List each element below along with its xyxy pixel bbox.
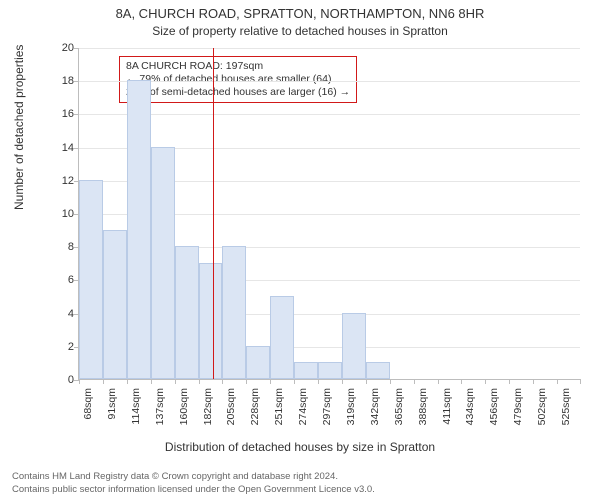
histogram-bar — [222, 246, 246, 379]
y-axis-label: Number of detached properties — [12, 45, 26, 210]
x-tick-mark — [246, 379, 247, 384]
x-tick-label: 137sqm — [154, 388, 166, 438]
x-tick-label: 205sqm — [225, 388, 237, 438]
x-tick-mark — [318, 379, 319, 384]
x-tick-mark — [103, 379, 104, 384]
x-tick-label: 251sqm — [273, 388, 285, 438]
x-tick-mark — [127, 379, 128, 384]
y-tick-mark — [74, 114, 79, 115]
x-tick-label: 91sqm — [106, 388, 118, 438]
callout-line-2: ← 79% of detached houses are smaller (64… — [126, 73, 350, 86]
x-tick-mark — [580, 379, 581, 384]
x-tick-label: 502sqm — [536, 388, 548, 438]
histogram-bar — [318, 362, 342, 379]
x-tick-label: 319sqm — [345, 388, 357, 438]
callout-line-1: 8A CHURCH ROAD: 197sqm — [126, 60, 350, 73]
x-tick-label: 160sqm — [178, 388, 190, 438]
title-sub: Size of property relative to detached ho… — [0, 24, 600, 38]
x-tick-mark — [438, 379, 439, 384]
gridline — [79, 48, 580, 49]
histogram-bar — [246, 346, 270, 379]
x-tick-label: 342sqm — [369, 388, 381, 438]
callout-line-3: 20% of semi-detached houses are larger (… — [126, 86, 350, 99]
x-tick-label: 411sqm — [441, 388, 453, 438]
histogram-bar — [342, 313, 366, 379]
y-tick-mark — [74, 148, 79, 149]
x-axis-label: Distribution of detached houses by size … — [0, 440, 600, 454]
y-tick-label: 20 — [44, 42, 74, 54]
histogram-bar — [151, 147, 175, 379]
x-tick-mark — [533, 379, 534, 384]
x-tick-label: 525sqm — [560, 388, 572, 438]
x-tick-label: 388sqm — [417, 388, 429, 438]
x-tick-mark — [294, 379, 295, 384]
x-tick-label: 365sqm — [393, 388, 405, 438]
x-tick-mark — [509, 379, 510, 384]
x-tick-mark — [414, 379, 415, 384]
y-tick-label: 12 — [44, 175, 74, 187]
histogram-bar — [270, 296, 294, 379]
x-tick-mark — [366, 379, 367, 384]
x-tick-mark — [222, 379, 223, 384]
y-tick-label: 4 — [44, 308, 74, 320]
x-tick-mark — [151, 379, 152, 384]
histogram-bar — [79, 180, 103, 379]
y-tick-label: 10 — [44, 208, 74, 220]
x-tick-label: 456sqm — [488, 388, 500, 438]
marker-line — [213, 48, 214, 379]
marker-callout: 8A CHURCH ROAD: 197sqm ← 79% of detached… — [119, 56, 357, 103]
y-tick-label: 6 — [44, 274, 74, 286]
title-main: 8A, CHURCH ROAD, SPRATTON, NORTHAMPTON, … — [0, 6, 600, 21]
x-tick-label: 114sqm — [130, 388, 142, 438]
footer-line-1: Contains HM Land Registry data © Crown c… — [12, 471, 338, 482]
histogram-bar — [366, 362, 390, 379]
x-tick-label: 434sqm — [464, 388, 476, 438]
plot-area: 8A CHURCH ROAD: 197sqm ← 79% of detached… — [78, 48, 580, 380]
histogram-bar — [103, 230, 127, 379]
x-tick-mark — [342, 379, 343, 384]
x-tick-label: 297sqm — [321, 388, 333, 438]
x-tick-mark — [461, 379, 462, 384]
histogram-bar — [199, 263, 223, 379]
x-tick-label: 68sqm — [82, 388, 94, 438]
x-tick-mark — [390, 379, 391, 384]
y-tick-mark — [74, 81, 79, 82]
x-tick-mark — [485, 379, 486, 384]
x-tick-mark — [557, 379, 558, 384]
footer-line-2: Contains public sector information licen… — [12, 484, 375, 495]
x-tick-mark — [270, 379, 271, 384]
x-tick-label: 274sqm — [297, 388, 309, 438]
x-tick-mark — [199, 379, 200, 384]
x-tick-mark — [175, 379, 176, 384]
y-tick-label: 14 — [44, 142, 74, 154]
y-tick-mark — [74, 48, 79, 49]
y-tick-label: 2 — [44, 341, 74, 353]
gridline — [79, 81, 580, 82]
y-tick-label: 16 — [44, 108, 74, 120]
x-tick-label: 182sqm — [202, 388, 214, 438]
y-tick-label: 8 — [44, 241, 74, 253]
x-tick-label: 479sqm — [512, 388, 524, 438]
histogram-bar — [175, 246, 199, 379]
x-tick-mark — [79, 379, 80, 384]
x-tick-label: 228sqm — [249, 388, 261, 438]
y-tick-label: 0 — [44, 374, 74, 386]
histogram-bar — [127, 80, 151, 379]
chart-container: 8A, CHURCH ROAD, SPRATTON, NORTHAMPTON, … — [0, 0, 600, 500]
gridline — [79, 114, 580, 115]
histogram-bar — [294, 362, 318, 379]
y-tick-label: 18 — [44, 75, 74, 87]
